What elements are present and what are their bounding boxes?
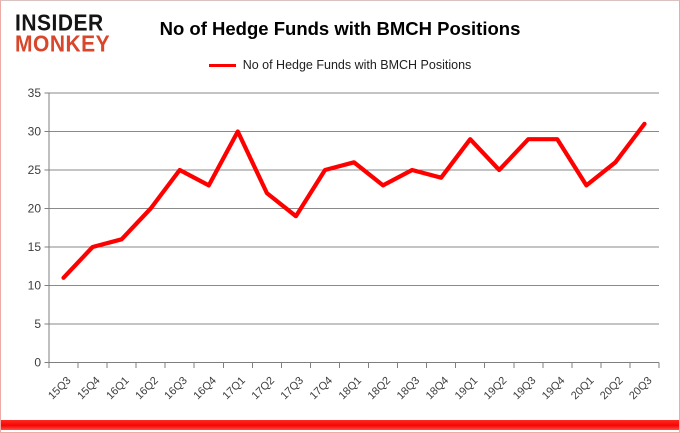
x-axis-label: 18Q1 [337, 375, 365, 403]
y-axis-label: 20 [28, 202, 42, 216]
x-axis-label: 18Q3 [395, 375, 423, 403]
x-axis-label: 16Q2 [133, 375, 161, 403]
x-axis-label: 19Q2 [482, 375, 510, 403]
y-axis-label: 25 [28, 163, 42, 177]
legend-label: No of Hedge Funds with BMCH Positions [242, 58, 472, 72]
chart-title: No of Hedge Funds with BMCH Positions [159, 18, 521, 39]
logo-word-insider: INSIDER [15, 10, 104, 37]
legend-line-swatch [208, 63, 236, 67]
y-axis-label: 10 [28, 279, 42, 293]
x-axis-label: 17Q1 [220, 375, 248, 403]
logo-word-monkey: MONKEY [15, 31, 111, 57]
chart-legend: No of Hedge Funds with BMCH Positions [1, 58, 679, 72]
x-axis-label: 15Q4 [75, 375, 103, 403]
x-axis-label: 19Q4 [540, 375, 568, 403]
insider-monkey-logo: INSIDER MONKEY [15, 10, 111, 57]
x-axis-label: 18Q4 [424, 375, 452, 403]
x-axis-label: 18Q2 [366, 375, 394, 403]
bottom-accent-bar [1, 420, 679, 430]
y-axis-label: 15 [28, 240, 42, 254]
y-axis-label: 0 [34, 356, 41, 370]
x-axis-label: 17Q3 [278, 375, 306, 403]
x-axis-label: 17Q2 [249, 375, 277, 403]
y-axis-label: 30 [28, 125, 42, 139]
x-axis-label: 16Q1 [104, 375, 132, 403]
x-axis-label: 20Q1 [569, 375, 597, 403]
x-axis-label: 15Q3 [46, 375, 74, 403]
x-axis-label: 20Q3 [627, 375, 655, 403]
series-line [61, 121, 647, 280]
x-axis-label: 19Q3 [511, 375, 539, 403]
y-axis-label: 35 [28, 86, 42, 100]
x-axis-label: 19Q1 [453, 375, 481, 403]
x-axis-label: 20Q2 [598, 375, 626, 403]
x-axis-label: 16Q3 [162, 375, 190, 403]
x-axis-label: 16Q4 [191, 375, 219, 403]
y-axis-label: 5 [34, 317, 41, 331]
x-axis-label: 17Q4 [308, 375, 336, 403]
